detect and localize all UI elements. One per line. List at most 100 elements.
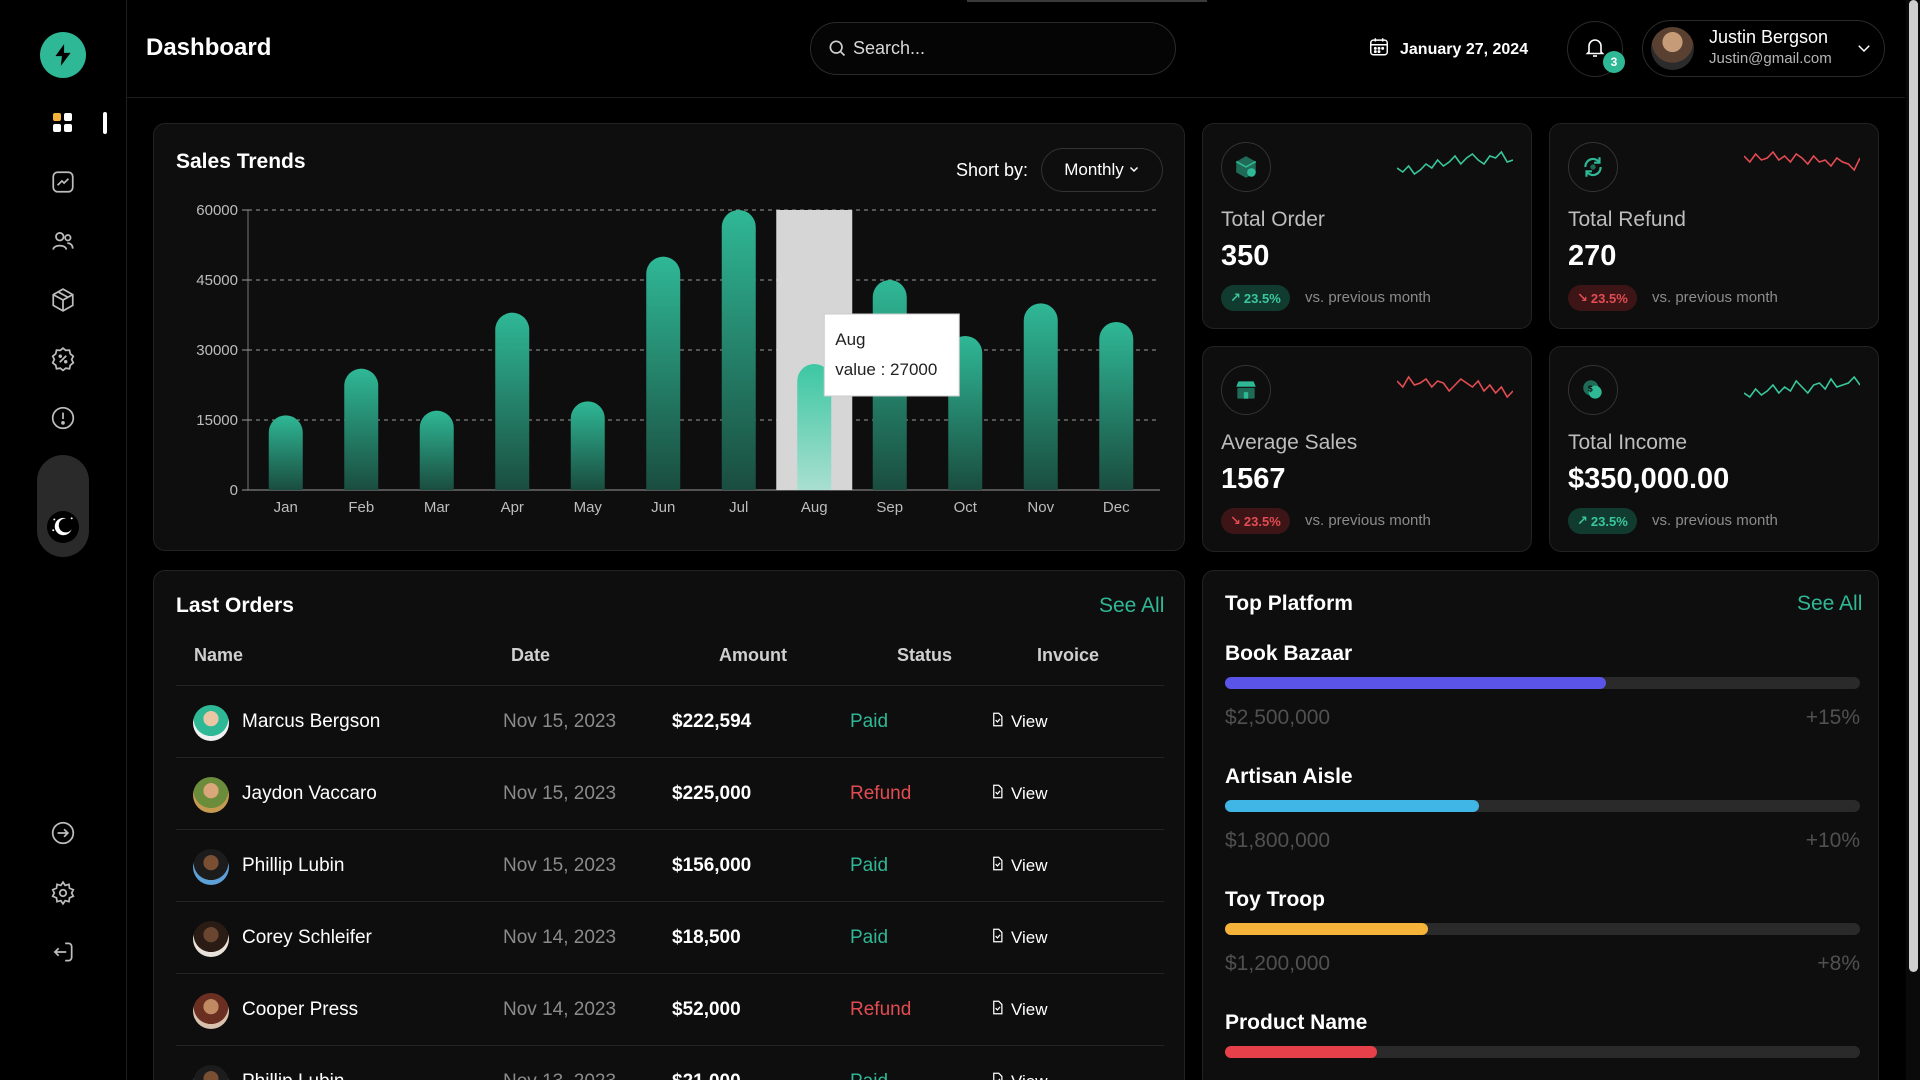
sales-bar-chart: 0 15000 30000 45000 60000 Jan Feb Mar Apr May Jun J… [196, 202, 1160, 516]
profile-menu[interactable]: Justin Bergson Justin@gmail.com [1642, 20, 1885, 77]
invoice-icon [990, 856, 1005, 876]
view-invoice-link[interactable]: View [990, 928, 1048, 948]
platform-progress-track [1225, 677, 1860, 689]
bar-apr[interactable] [495, 312, 530, 490]
calendar-icon [1368, 36, 1390, 63]
bar-jun[interactable] [646, 256, 681, 490]
view-invoice-link[interactable]: View [990, 784, 1048, 804]
order-amount: $21,000 [672, 1071, 741, 1080]
bar-aug[interactable] [797, 364, 832, 490]
platform-item[interactable]: Book Bazaar $2,500,000 +15% [1225, 642, 1860, 729]
search-box[interactable] [810, 22, 1176, 75]
order-amount: $52,000 [672, 999, 741, 1020]
y-tick-label: 60000 [196, 202, 238, 219]
platform-title: Top Platform [1225, 592, 1353, 615]
avatar [193, 1065, 229, 1080]
avatar [193, 921, 229, 957]
view-invoice-link[interactable]: View [990, 712, 1048, 732]
order-date: Nov 13, 2023 [503, 1071, 616, 1080]
chevron-down-icon [1128, 160, 1140, 180]
bar-dec[interactable] [1099, 322, 1134, 490]
sparkline-path [1744, 150, 1860, 172]
column-header-amount[interactable]: Amount [719, 645, 787, 665]
date-text: January 27, 2024 [1400, 40, 1529, 58]
notifications-button[interactable] [1567, 21, 1623, 77]
column-header-name[interactable]: Name [194, 645, 244, 665]
bar-may[interactable] [570, 401, 605, 490]
platform-item[interactable]: Product Name [1225, 1011, 1860, 1058]
view-invoice-link[interactable]: View [990, 856, 1048, 876]
view-invoice-link[interactable]: View [990, 1072, 1048, 1080]
x-tick-label: Jul [729, 499, 748, 516]
invoice-icon [990, 712, 1005, 732]
table-row: Marcus Bergson Nov 15, 2023 $222,594 Pai… [176, 685, 1164, 757]
invoice-icon [990, 928, 1005, 948]
logout-icon[interactable] [40, 929, 86, 975]
platform-amount: $2,500,000 [1225, 706, 1331, 729]
stat-change: 23.5% [1243, 290, 1281, 306]
order-date: Nov 15, 2023 [503, 855, 617, 876]
theme-toggle[interactable] [37, 455, 89, 557]
x-tick-label: Apr [501, 499, 524, 516]
orders-see-all-link[interactable]: See All [1099, 594, 1165, 617]
platform-see-all-link[interactable]: See All [1797, 592, 1863, 615]
bell-icon [1583, 35, 1607, 64]
sort-dropdown[interactable]: Monthly [1041, 148, 1163, 192]
column-header-invoice[interactable]: Invoice [1037, 645, 1100, 665]
order-date: Nov 15, 2023 [503, 711, 617, 732]
page-scrollbar[interactable] [1906, 0, 1920, 1080]
average-sales-sparkline [1397, 375, 1513, 399]
chart-tooltip [823, 313, 960, 397]
table-row: Phillip Lubin Nov 15, 2023 $156,000 Paid… [176, 829, 1164, 901]
settings-icon[interactable] [40, 870, 86, 916]
total-income-sparkline [1744, 375, 1860, 399]
order-name: Phillip Lubin [242, 1071, 344, 1080]
store-icon [1221, 365, 1271, 415]
notification-badge: 3 [1603, 51, 1625, 73]
dashboard-icon[interactable] [40, 100, 86, 146]
stat-note: vs. previous month [1652, 289, 1778, 306]
arrow-up-icon: ↗ [1577, 513, 1588, 528]
search-input[interactable] [853, 23, 1153, 74]
scrollbar-thumb[interactable] [1909, 0, 1918, 972]
order-amount: $225,000 [672, 783, 752, 804]
bar-nov[interactable] [1023, 303, 1058, 490]
stat-label: Total Order [1221, 208, 1325, 231]
logo-icon[interactable] [40, 32, 86, 78]
users-icon[interactable] [40, 218, 86, 264]
column-header-status[interactable]: Status [897, 645, 953, 665]
refund-icon [1568, 142, 1618, 192]
avatar [193, 993, 229, 1029]
view-invoice-link[interactable]: View [990, 1000, 1048, 1020]
forward-icon[interactable] [40, 810, 86, 856]
x-tick-label: Jan [274, 499, 298, 516]
platform-progress-track [1225, 923, 1860, 935]
stat-note: vs. previous month [1652, 512, 1778, 529]
column-header-date[interactable]: Date [511, 645, 551, 665]
stat-change-badge: ↗ 23.5% [1221, 285, 1290, 311]
order-amount: $222,594 [672, 711, 752, 732]
discount-icon[interactable] [40, 336, 86, 382]
stat-value: 350 [1221, 240, 1270, 272]
bar-jul[interactable] [721, 210, 756, 490]
view-label: View [1011, 1072, 1048, 1080]
platform-item[interactable]: Toy Troop $1,200,000 +8% [1225, 888, 1860, 975]
stat-value: 1567 [1221, 463, 1286, 495]
y-tick-label: 45000 [196, 272, 238, 289]
search-icon [827, 38, 847, 63]
x-tick-label: Feb [348, 499, 374, 516]
bar-jan[interactable] [268, 415, 303, 490]
sparkline-path [1744, 375, 1860, 399]
products-icon[interactable] [40, 277, 86, 323]
sparkline-path [1397, 150, 1513, 176]
bar-feb[interactable] [344, 368, 379, 490]
stat-card-total-refund: Total Refund 270 ↘ 23.5% vs. previous mon… [1549, 123, 1879, 329]
chevron-down-icon [1855, 39, 1873, 62]
bar-mar[interactable] [419, 410, 454, 490]
stat-label: Total Income [1568, 431, 1688, 454]
platform-item[interactable]: Artisan Aisle $1,800,000 +10% [1225, 765, 1860, 852]
alert-icon[interactable] [40, 395, 86, 441]
user-name: Justin Bergson [1709, 27, 1829, 47]
analytics-icon[interactable] [40, 159, 86, 205]
moon-icon [47, 511, 79, 543]
